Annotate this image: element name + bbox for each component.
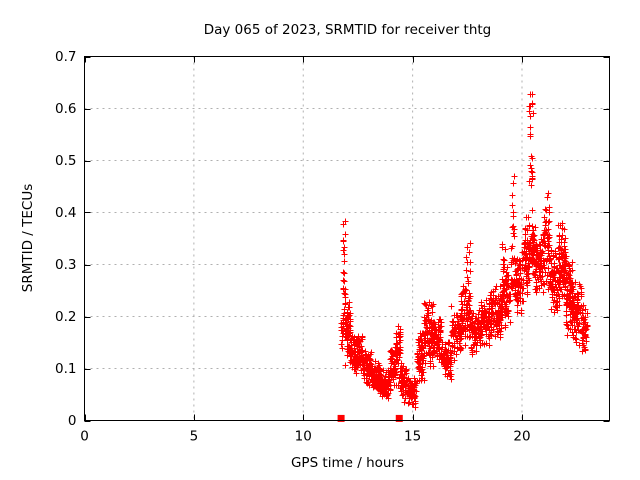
data-points-layer bbox=[337, 91, 591, 422]
y-tick-label: 0 bbox=[68, 413, 77, 429]
y-tick-label: 0.3 bbox=[55, 257, 76, 273]
x-tick-label: 5 bbox=[190, 429, 199, 445]
y-tick-label: 0.2 bbox=[55, 309, 76, 325]
tick-labels-layer: 0 5 10 15 20 0 0.1 0.2 0.3 0.4 0.5 0.6 0.7 bbox=[55, 49, 531, 445]
y-tick-label: 0.5 bbox=[55, 153, 76, 169]
y-tick-label: 0.7 bbox=[55, 49, 76, 65]
chart-title: Day 065 of 2023, SRMTID for receiver tht… bbox=[203, 22, 492, 38]
y-tick-label: 0.4 bbox=[55, 205, 76, 221]
srmtid-scatter-points bbox=[338, 91, 591, 411]
grid-layer bbox=[84, 56, 610, 421]
x-tick-label: 15 bbox=[404, 429, 421, 445]
x-tick-label: 0 bbox=[80, 429, 89, 445]
x-tick-label: 10 bbox=[295, 429, 312, 445]
x-tick-label: 20 bbox=[513, 429, 530, 445]
axes-layer bbox=[84, 56, 610, 422]
baseline-square-marker bbox=[337, 414, 345, 422]
y-tick-label: 0.6 bbox=[55, 101, 76, 117]
y-tick-label: 0.1 bbox=[55, 361, 76, 377]
y-axis-label-text: SRMTID / TECUs bbox=[20, 183, 36, 293]
x-axis-label: GPS time / hours bbox=[290, 455, 405, 471]
baseline-square-marker bbox=[395, 414, 403, 422]
plot-frame bbox=[84, 56, 610, 421]
